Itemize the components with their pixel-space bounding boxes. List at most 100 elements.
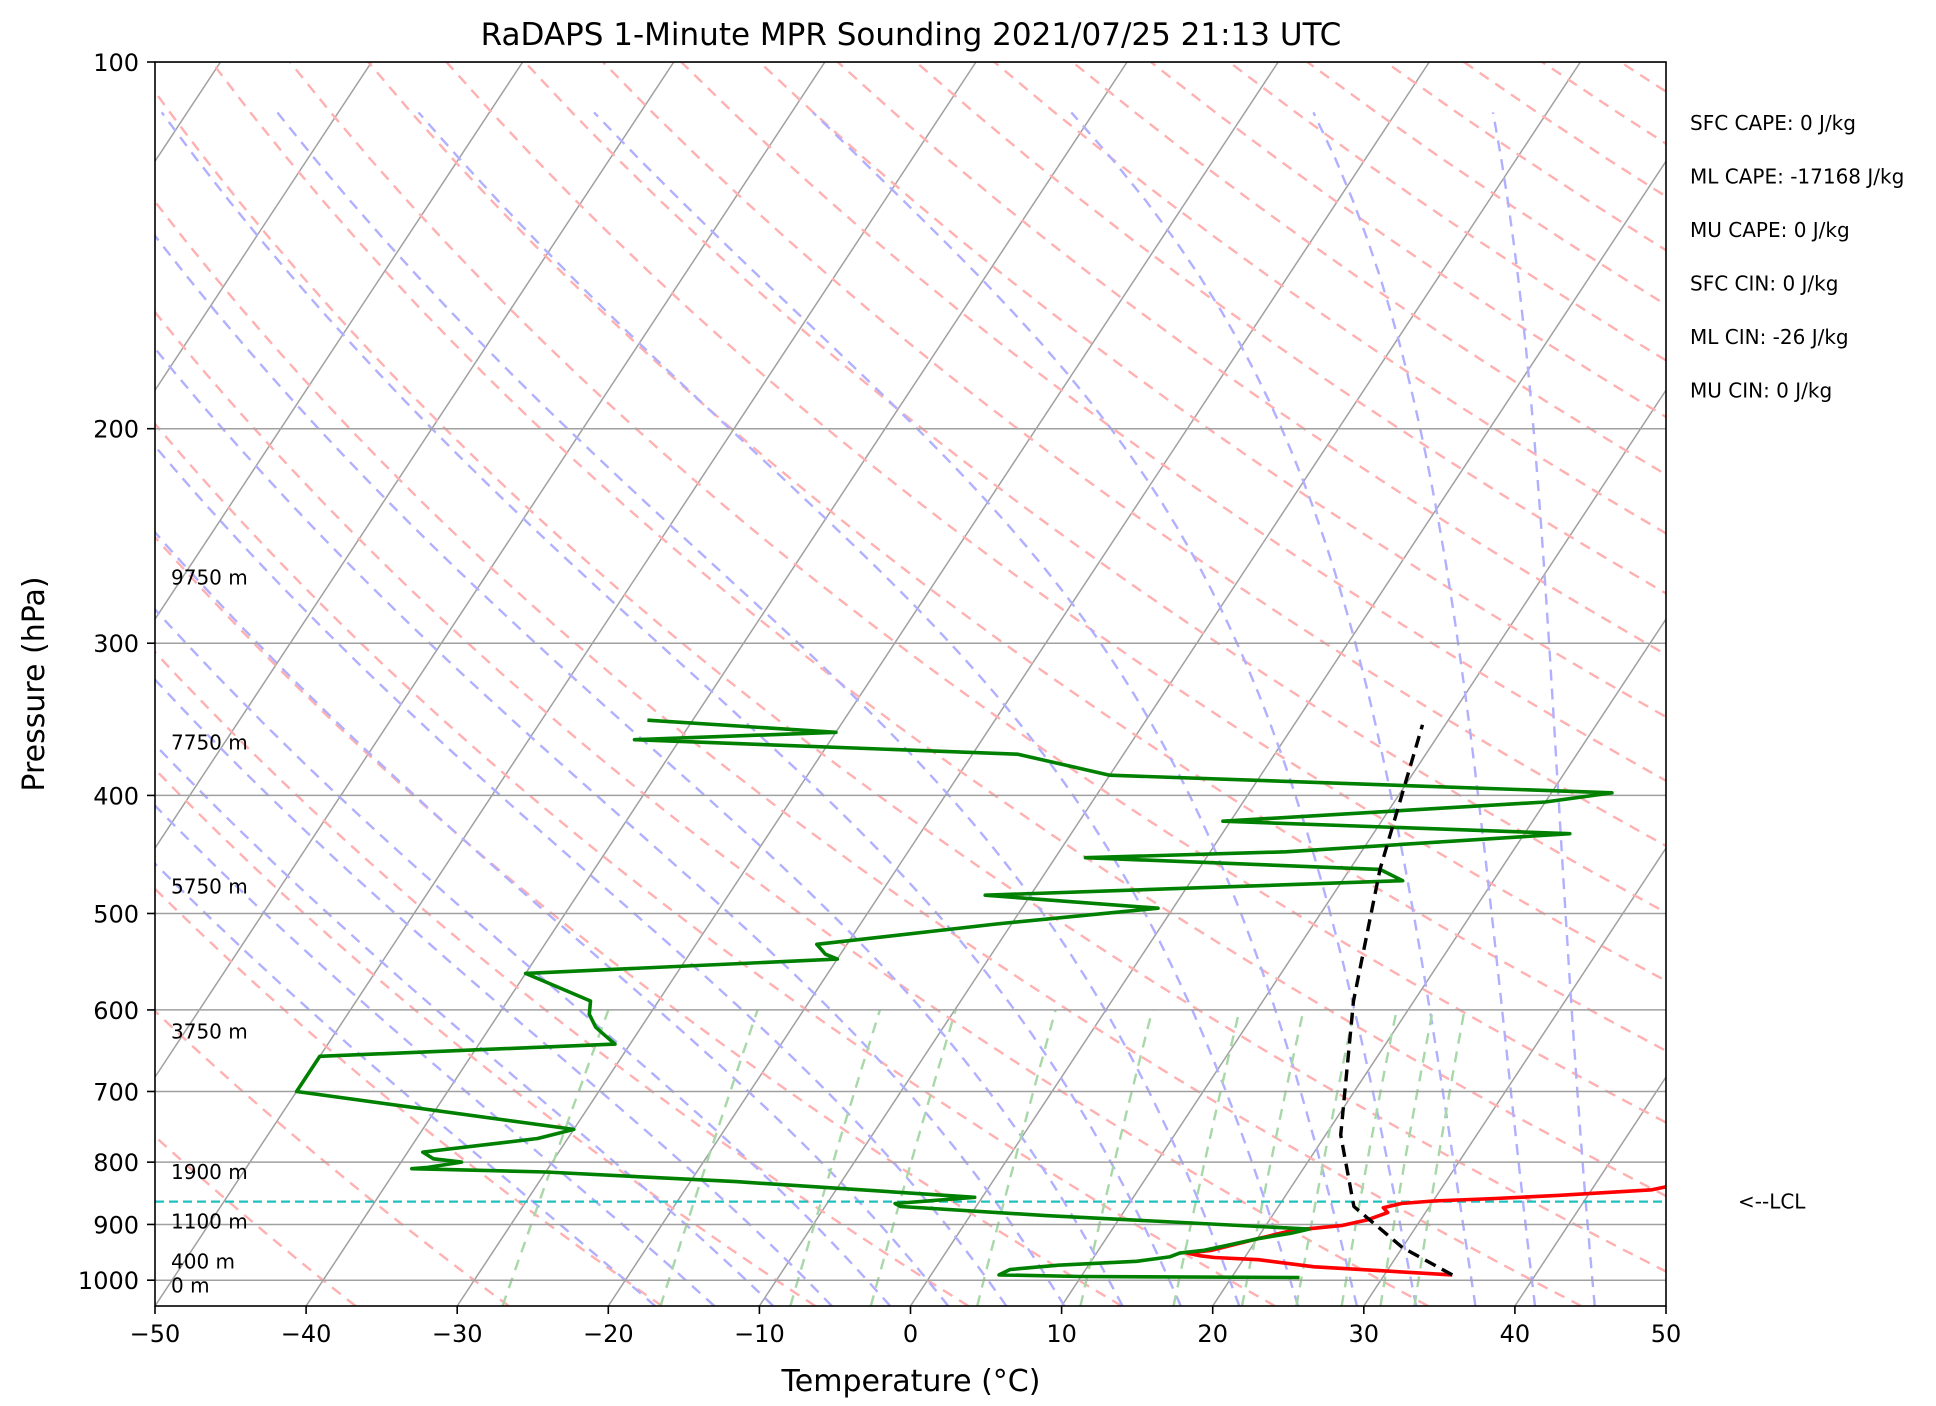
stability-index-label: SFC CAPE: 0 J/kg <box>1690 111 1856 135</box>
x-tick-label: 30 <box>1349 1320 1380 1348</box>
dry-adiabat-line <box>155 1009 510 1306</box>
dry-adiabat-line <box>210 62 1666 1198</box>
isotherm-line <box>607 62 1430 1306</box>
y-axis-label: Pressure (hPa) <box>17 576 52 791</box>
isotherm-line <box>155 62 675 850</box>
isotherm-line <box>155 62 373 392</box>
moist-adiabat-line <box>1491 112 1596 1306</box>
stability-index-label: ML CIN: -26 J/kg <box>1690 325 1849 349</box>
stability-index-label: SFC CIN: 0 J/kg <box>1690 272 1838 296</box>
moist-adiabat-line <box>155 861 656 1306</box>
dry-adiabat-line <box>155 89 1666 1273</box>
dry-adiabat-line <box>155 650 970 1306</box>
height-label: 5750 m <box>171 874 248 898</box>
x-tick-label: 40 <box>1500 1320 1531 1348</box>
moist-adiabat-line <box>155 530 950 1306</box>
dry-adiabat-line <box>155 199 1582 1306</box>
y-tick-label: 800 <box>93 1149 139 1177</box>
moist-adiabat-line <box>1070 111 1477 1306</box>
dry-adiabat-line <box>915 62 1666 595</box>
dry-adiabat-line <box>680 62 1666 783</box>
isotherm-line <box>305 62 1128 1306</box>
x-tick-label: 0 <box>903 1320 918 1348</box>
mixing-ratio-line <box>869 1009 957 1306</box>
lcl-label: <--LCL <box>1738 1190 1806 1214</box>
y-axis: 100 200 300 400 500 600 700 800 900 1000 <box>78 49 155 1295</box>
pressure-gridlines <box>155 62 1666 1281</box>
stability-index-label: MU CIN: 0 J/kg <box>1690 379 1832 403</box>
stability-index-label: MU CAPE: 0 J/kg <box>1690 218 1850 242</box>
x-tick-label: −30 <box>432 1320 483 1348</box>
isotherm-line <box>1363 846 1666 1306</box>
x-tick-label: 50 <box>1651 1320 1682 1348</box>
stability-indices: SFC CAPE: 0 J/kg ML CAPE: -17168 J/kg MU C… <box>1690 111 1904 403</box>
dry-adiabat-line <box>445 62 1666 983</box>
dewpoint-series <box>294 718 1614 1280</box>
isotherm-line <box>1212 617 1666 1306</box>
mixing-ratio-line <box>1413 1009 1466 1306</box>
isotherm-line <box>155 62 977 1306</box>
dry-adiabat-line <box>288 62 1666 1124</box>
background-lines <box>155 62 1666 1306</box>
moist-adiabat-line <box>155 233 1124 1306</box>
y-tick-label: 300 <box>93 630 139 658</box>
mixing-ratio-line <box>1340 1009 1398 1306</box>
dry-adiabat-line <box>155 535 1123 1306</box>
isotherm-line <box>1514 1075 1666 1306</box>
y-tick-label: 400 <box>93 782 139 810</box>
height-label: 1900 m <box>171 1160 248 1184</box>
y-tick-label: 1000 <box>78 1267 139 1295</box>
height-label: 400 m <box>171 1249 235 1273</box>
moist-adiabat-line <box>155 677 833 1306</box>
isotherm-line <box>155 62 826 1079</box>
height-label: 0 m <box>171 1273 210 1297</box>
x-tick-label: −20 <box>583 1320 634 1348</box>
height-label: 7750 m <box>171 731 248 755</box>
height-label: 1100 m <box>171 1209 248 1233</box>
dry-adiabat-line <box>155 887 663 1306</box>
mixing-ratio-line <box>501 1009 610 1306</box>
dry-adiabat-line <box>155 1134 357 1306</box>
x-tick-label: 20 <box>1197 1320 1228 1348</box>
mixing-ratio-line <box>1172 1009 1241 1306</box>
mixing-ratio-line <box>1079 1009 1154 1306</box>
y-tick-label: 200 <box>93 416 139 444</box>
isotherm-line <box>155 62 524 621</box>
moist-adiabat-line <box>593 111 1359 1306</box>
isotherm-line <box>909 159 1666 1306</box>
height-label: 9750 m <box>171 566 248 590</box>
moist-adiabat-line <box>1312 111 1537 1306</box>
dry-adiabat-line <box>523 62 1666 914</box>
mixing-ratio-line <box>789 1009 882 1306</box>
height-label: 3750 m <box>171 1020 248 1044</box>
moist-adiabat-line <box>417 111 1300 1306</box>
moist-adiabat-line <box>160 111 1182 1306</box>
mixing-ratio-line <box>1240 1009 1305 1306</box>
moist-adiabat-line <box>155 803 716 1306</box>
dry-adiabat-line <box>155 310 1429 1306</box>
x-axis-label: Temperature (°C) <box>781 1364 1041 1399</box>
x-tick-label: 10 <box>1046 1320 1077 1348</box>
y-tick-label: 900 <box>93 1211 139 1239</box>
x-axis: −50 −40 −30 −20 −10 0 10 20 30 40 50 <box>130 1306 1682 1348</box>
mixing-ratio-line <box>976 1009 1057 1306</box>
isotherm-line <box>1060 388 1666 1306</box>
isotherm-line <box>456 62 1279 1306</box>
moist-adiabat-line <box>276 111 1241 1306</box>
series-group <box>294 718 1666 1280</box>
moist-adiabat-line <box>155 346 1066 1306</box>
stability-index-label: ML CAPE: -17168 J/kg <box>1690 165 1904 189</box>
y-tick-label: 100 <box>93 49 139 77</box>
x-tick-label: −50 <box>130 1320 181 1348</box>
y-tick-label: 700 <box>93 1078 139 1106</box>
temperature-series <box>1185 1184 1666 1277</box>
mixing-ratio-line <box>1379 1009 1434 1306</box>
y-tick-label: 500 <box>93 900 139 928</box>
x-tick-label: −10 <box>734 1320 785 1348</box>
moist-adiabat-line <box>155 444 1008 1306</box>
moist-adiabat-line <box>155 607 892 1306</box>
x-tick-label: −40 <box>281 1320 332 1348</box>
parcel-path-series <box>1339 724 1454 1277</box>
